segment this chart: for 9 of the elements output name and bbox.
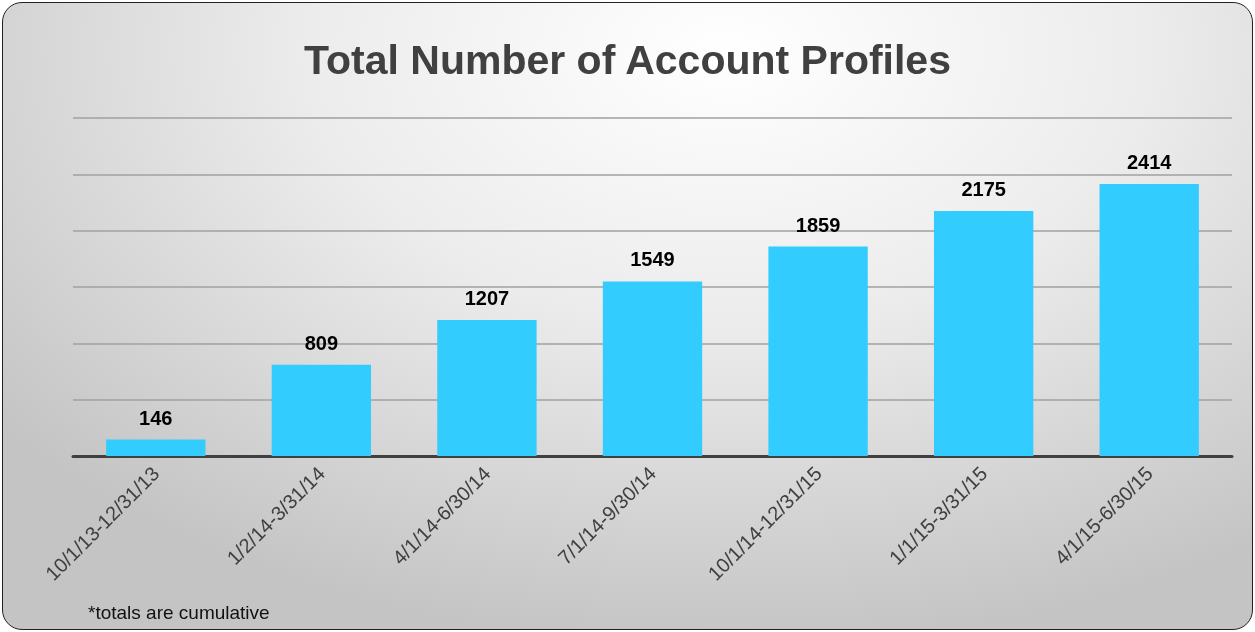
text: *totals are cumulative xyxy=(88,602,270,623)
data-label: 1207 xyxy=(464,287,510,310)
chart-title: Total Number of Account Profiles xyxy=(304,36,951,83)
data-label: 809 xyxy=(304,331,339,354)
data-label: 2414 xyxy=(1126,151,1173,174)
data-label: 1859 xyxy=(795,213,841,236)
data-label: 146 xyxy=(139,406,173,429)
data-label: 2175 xyxy=(961,177,1006,200)
data-label: 1549 xyxy=(630,248,675,271)
